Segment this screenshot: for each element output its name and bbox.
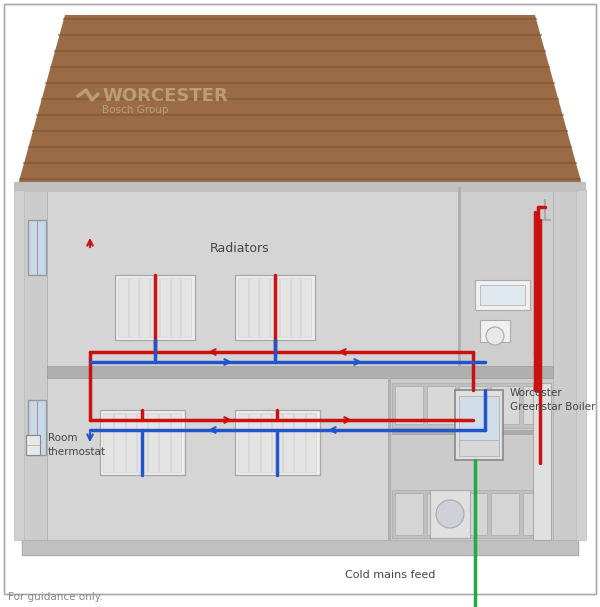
Bar [114, 413, 125, 472]
Bar [128, 278, 138, 337]
Bar [280, 278, 290, 337]
Bar [238, 413, 248, 472]
Bar [480, 320, 510, 342]
Bar [26, 435, 40, 455]
Text: WORCESTER: WORCESTER [102, 87, 228, 105]
Bar [392, 490, 551, 538]
Bar [523, 493, 551, 535]
Bar [248, 278, 258, 337]
Bar [460, 187, 553, 366]
Text: Radiators: Radiators [210, 242, 270, 255]
Bar [22, 182, 47, 555]
Bar [392, 430, 551, 435]
Bar [395, 386, 423, 424]
Bar [160, 278, 170, 337]
Bar [272, 413, 282, 472]
Bar [28, 220, 46, 275]
Bar [306, 413, 316, 472]
Bar [395, 493, 423, 535]
Bar [392, 383, 551, 428]
Bar [390, 378, 553, 540]
Bar [235, 275, 315, 340]
Text: Room
thermostat: Room thermostat [48, 433, 106, 456]
Bar [171, 413, 181, 472]
Bar [160, 413, 170, 472]
Bar [427, 493, 455, 535]
Bar [125, 413, 136, 472]
Polygon shape [18, 15, 582, 185]
Bar [249, 413, 260, 472]
Bar [22, 182, 578, 555]
Bar [270, 278, 279, 337]
Bar [260, 413, 271, 472]
Bar [37, 220, 38, 275]
Bar [455, 390, 503, 460]
Text: Worcester
Greenstar Boiler: Worcester Greenstar Boiler [510, 388, 595, 412]
Bar [459, 440, 499, 456]
Bar [14, 182, 586, 192]
Bar [148, 413, 158, 472]
Bar [181, 278, 191, 337]
Bar [137, 413, 147, 472]
Text: Cold mains feed: Cold mains feed [345, 570, 435, 580]
Bar [259, 278, 269, 337]
Bar [47, 378, 553, 540]
Bar [171, 278, 181, 337]
Text: Bosch Group: Bosch Group [102, 105, 169, 115]
Bar [459, 493, 487, 535]
Bar [283, 413, 293, 472]
Bar [103, 413, 113, 472]
Bar [295, 413, 305, 472]
Bar [100, 410, 185, 475]
Bar [28, 400, 46, 455]
Bar [291, 278, 301, 337]
Bar [533, 383, 551, 540]
Bar [115, 275, 195, 340]
Bar [553, 182, 578, 555]
Bar [139, 278, 149, 337]
Bar [14, 190, 24, 540]
Bar [491, 493, 519, 535]
Bar [301, 278, 311, 337]
Bar [118, 278, 128, 337]
Bar [22, 540, 578, 555]
Bar [37, 400, 38, 455]
Circle shape [436, 500, 464, 528]
Bar [47, 366, 553, 378]
Bar [491, 386, 519, 424]
Bar [388, 378, 391, 540]
Bar [150, 278, 159, 337]
Bar [47, 182, 553, 187]
Bar [427, 386, 455, 424]
Bar [523, 386, 551, 424]
Bar [235, 410, 320, 475]
Bar [47, 182, 553, 366]
Bar [238, 278, 248, 337]
Bar [459, 386, 487, 424]
Bar [576, 190, 586, 540]
Circle shape [486, 327, 504, 345]
Bar [458, 187, 461, 366]
Bar [430, 490, 470, 538]
Bar [480, 285, 525, 305]
Bar [459, 396, 499, 452]
Bar [475, 280, 530, 310]
Text: For guidance only.: For guidance only. [8, 592, 103, 602]
